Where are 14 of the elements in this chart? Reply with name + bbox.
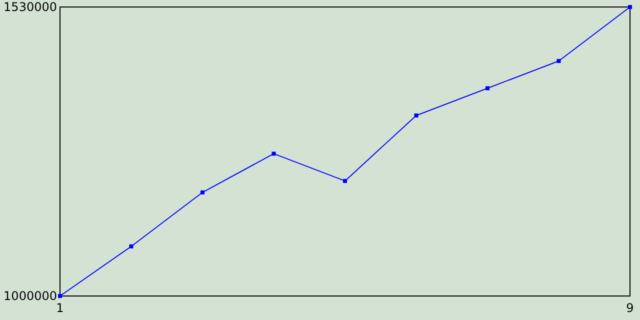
- x-tick-label: 1: [56, 301, 64, 315]
- point: [486, 86, 490, 90]
- point: [58, 294, 62, 298]
- point: [343, 178, 347, 183]
- point: [129, 244, 134, 248]
- x-tick-label: 9: [626, 301, 634, 315]
- point: [414, 114, 418, 118]
- point: [200, 190, 204, 194]
- y-tick-label: 1000000: [4, 289, 57, 304]
- y-tick-label: 1530000: [4, 0, 57, 14]
- point: [628, 5, 632, 9]
- point: [556, 58, 561, 63]
- point: [272, 152, 276, 156]
- line-series: [58, 5, 632, 298]
